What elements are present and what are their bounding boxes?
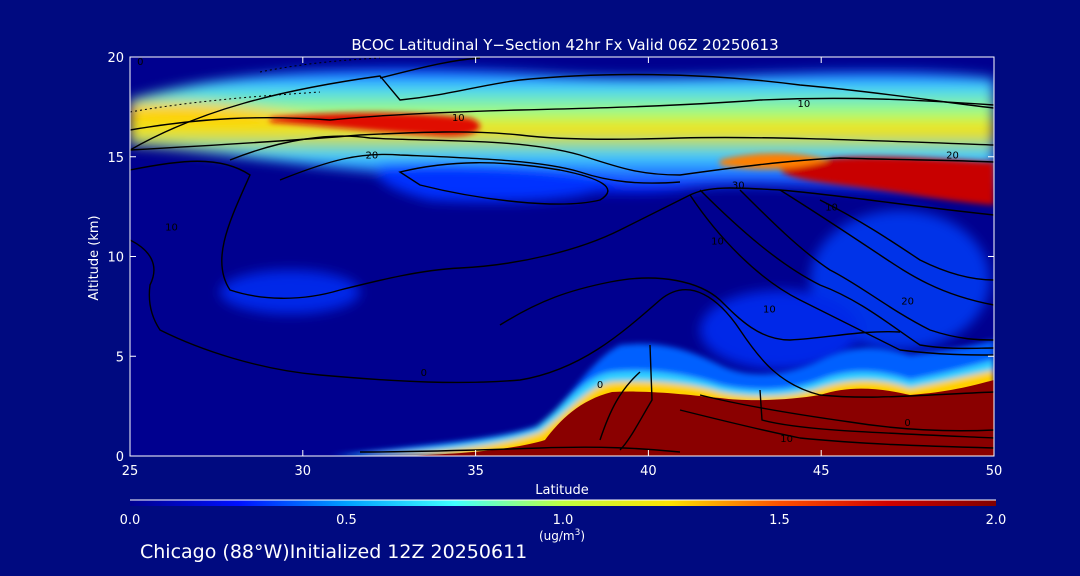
colorbar-tick-label: 2.0 <box>986 513 1007 528</box>
y-tick-label: 20 <box>107 51 124 66</box>
surface-plume-core <box>400 380 994 456</box>
contour-dotted <box>130 57 381 113</box>
contour-line <box>619 344 653 451</box>
y-axis-label: Altitude (km) <box>87 215 102 300</box>
contour-label: 0 <box>597 380 603 391</box>
contour-line <box>779 189 994 306</box>
contour-line <box>819 199 994 281</box>
colorbar <box>130 500 996 506</box>
contour-label: 10 <box>763 304 776 315</box>
mid-patch-east <box>810 210 990 350</box>
contour-label: 10 <box>452 113 465 124</box>
colorbar-units-text: (ug/m <box>539 529 575 543</box>
upper-layer-peak <box>270 112 480 137</box>
contour-label: 10 <box>711 237 724 248</box>
colorbar-tick-label: 1.5 <box>769 513 790 528</box>
contour-line <box>359 446 681 453</box>
contour-label: 0 <box>421 368 427 379</box>
contour-line <box>699 394 994 432</box>
colorbar-tick-label: 0.0 <box>120 513 141 528</box>
forecast-caption: Chicago (88°W)Initialized 12Z 20250611 <box>140 541 528 563</box>
contour-line <box>130 73 994 151</box>
contour-label: 20 <box>946 151 959 162</box>
contour-label: 10 <box>798 99 811 110</box>
contour-line <box>259 57 381 73</box>
contour-line <box>130 131 994 151</box>
contour-line <box>699 189 994 350</box>
x-tick-label: 50 <box>986 464 1003 479</box>
x-tick-label: 35 <box>467 464 484 479</box>
y-tick-label: 10 <box>107 251 124 266</box>
contour-line <box>379 57 481 79</box>
x-tick-label: 45 <box>813 464 830 479</box>
chart-title: BCOC Latitudinal Y−Section 42hr Fx Valid… <box>351 36 778 54</box>
y-axis-ticks: 0 5 10 15 20 <box>107 51 994 465</box>
x-axis-label: Latitude <box>535 483 589 498</box>
contour-line <box>130 239 994 398</box>
colorbar-tick-label: 0.5 <box>336 513 357 528</box>
x-tick-label: 30 <box>295 464 312 479</box>
contour-label: 10 <box>165 223 178 234</box>
contour-line <box>759 389 994 439</box>
upper-layer-east-orange <box>720 153 830 170</box>
upper-layer-east-peak <box>780 156 994 205</box>
field-layer <box>130 57 994 456</box>
x-tick-label: 25 <box>122 464 139 479</box>
contour-label: 10 <box>780 434 793 445</box>
colorbar-units-close: ) <box>580 529 585 543</box>
contour-label: 30 <box>732 181 745 192</box>
contour-line <box>679 409 994 449</box>
contour-label: 20 <box>366 151 379 162</box>
colorbar-ticks: 0.0 0.5 1.0 1.5 2.0 <box>120 513 1007 528</box>
contour-label-layer: 0 10 10 20 20 30 10 10 20 10 0 0 10 0 10 <box>137 57 959 445</box>
y-tick-label: 0 <box>116 450 124 465</box>
contour-line <box>499 277 901 341</box>
contour-lines <box>130 57 994 453</box>
contour-line <box>689 194 994 356</box>
x-axis-ticks: 25 30 35 40 45 50 <box>122 57 1003 479</box>
colorbar-tick-label: 1.0 <box>553 513 574 528</box>
contour-line <box>130 97 994 131</box>
colorbar-units: (ug/m3) <box>539 528 585 543</box>
contour-line <box>279 153 681 184</box>
contour-label: 20 <box>901 296 914 307</box>
contour-line <box>398 162 609 205</box>
upper-layer-inner-blue <box>377 163 620 202</box>
contour-line <box>130 160 994 299</box>
contour-label: 10 <box>825 203 838 214</box>
mid-patch-west <box>220 270 360 314</box>
contour-line <box>599 371 641 441</box>
contour-line <box>229 135 994 176</box>
colorbar-units-superscript: 3 <box>575 528 581 538</box>
contour-line <box>739 189 994 341</box>
y-tick-label: 5 <box>116 350 124 365</box>
contour-label: 0 <box>137 57 143 68</box>
y-tick-label: 15 <box>107 151 124 166</box>
contour-label: 0 <box>904 418 910 429</box>
x-tick-label: 40 <box>640 464 657 479</box>
